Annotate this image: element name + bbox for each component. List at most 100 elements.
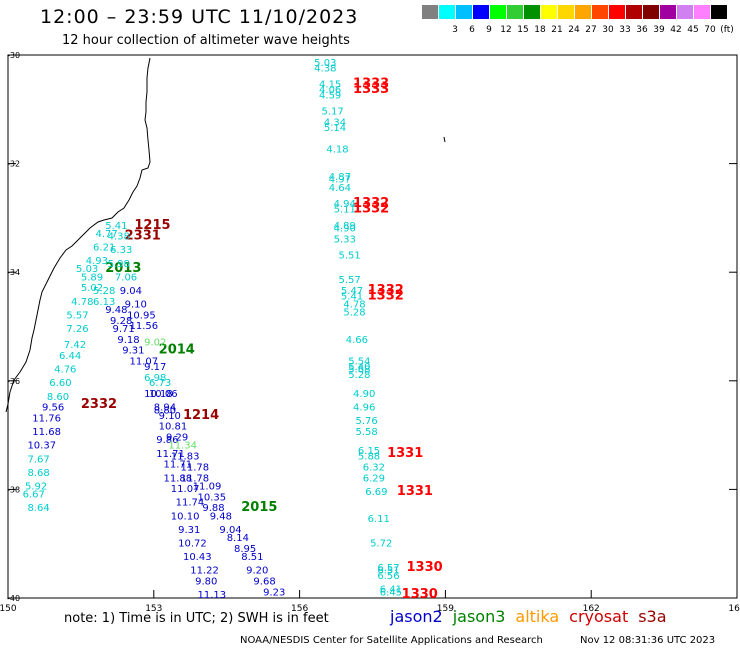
swh-value: 5.88 — [358, 452, 380, 463]
swh-value: 5.28 — [93, 286, 115, 297]
swh-value: 9.17 — [144, 362, 166, 373]
scale-label: 70 — [704, 25, 716, 35]
scale-swatch — [711, 5, 727, 19]
swh-value: 9.80 — [195, 576, 217, 587]
swh-value: 9.31 — [122, 346, 144, 357]
swh-value: 5.03 — [76, 264, 98, 275]
swh-value: 10.10 — [171, 511, 200, 522]
swh-value: 9.20 — [246, 566, 268, 577]
scale-swatch — [660, 5, 676, 19]
pass-time-label: 2013 — [105, 261, 141, 276]
legend-jason2: jason2 — [390, 607, 443, 626]
swh-value: 9.04 — [120, 286, 142, 297]
swh-value: 11.22 — [190, 566, 219, 577]
swh-value: 4.78 — [343, 299, 365, 310]
swh-value: 4.87 — [329, 172, 351, 183]
swh-value: 6.45 — [380, 587, 402, 598]
lon-label: 159 — [437, 604, 454, 614]
swh-value: 5.51 — [338, 251, 360, 262]
scale-swatch — [592, 5, 608, 19]
scale-swatch — [422, 5, 438, 19]
swh-value: 11.13 — [198, 590, 227, 601]
swh-value: 5.57 — [66, 310, 88, 321]
swh-value: 6.57 — [377, 563, 399, 574]
pass-time-label: 1332 — [368, 288, 404, 303]
lon-label: 162 — [583, 604, 600, 614]
swh-value: 4.66 — [346, 335, 368, 346]
swh-value: 8.51 — [241, 552, 263, 563]
note-text: note: 1) Time is in UTC; 2) SWH is in fe… — [64, 611, 329, 626]
swh-value: 9.86 — [156, 435, 178, 446]
swh-value: 4.89 — [334, 221, 356, 232]
map-subtitle: 12 hour collection of altimeter wave hei… — [62, 33, 350, 48]
swh-value: 4.94 — [334, 199, 356, 210]
swh-value: 9.56 — [42, 403, 64, 414]
scale-label: 18 — [534, 25, 546, 35]
scale-label: 15 — [517, 25, 529, 35]
swh-value: 11.76 — [32, 414, 61, 425]
swh-value: 9.68 — [253, 576, 275, 587]
lat-label: -34 — [7, 268, 20, 277]
swh-value: 6.13 — [93, 297, 115, 308]
swh-value: 5.03 — [314, 58, 336, 69]
swh-value: 5.57 — [338, 275, 360, 286]
lon-label: 153 — [145, 604, 162, 614]
swh-value: 9.88 — [202, 503, 224, 514]
swh-value: 10.06 — [149, 389, 178, 400]
swh-value: 10.95 — [127, 310, 156, 321]
swh-value: 5.33 — [334, 234, 356, 245]
scale-swatch — [609, 5, 625, 19]
map-title: 12:00 – 23:59 UTC 11/10/2023 — [40, 6, 359, 28]
swh-value: 5.92 — [25, 481, 47, 492]
lon-label: 150 — [0, 604, 17, 614]
swh-value: 4.76 — [54, 365, 76, 376]
swh-value: 11.71 — [156, 449, 185, 460]
swh-value: 8.68 — [27, 468, 49, 479]
swh-value: 5.41 — [105, 221, 127, 232]
swh-value: 11.34 — [168, 441, 197, 452]
lon-label: 156 — [291, 604, 308, 614]
swh-value: 6.60 — [49, 378, 71, 389]
swh-value: 9.28 — [110, 316, 132, 327]
swh-value: 11.07 — [171, 484, 200, 495]
swh-value: 5.76 — [355, 416, 377, 427]
pass-time-label: 1332 — [353, 201, 389, 216]
swh-value: 9.18 — [117, 335, 139, 346]
swh-value: 4.34 — [324, 118, 346, 129]
legend-altika: altika — [515, 607, 560, 626]
scale-label: 6 — [469, 25, 475, 35]
swh-value: 5.89 — [81, 272, 103, 283]
lat-label: -32 — [7, 160, 20, 169]
swh-value: 4.90 — [334, 223, 356, 234]
swh-value: 9.10 — [159, 411, 181, 422]
swh-value: 11.74 — [176, 498, 205, 509]
swh-value: 9.71 — [112, 324, 134, 335]
swh-value: 5.02 — [81, 283, 103, 294]
swh-value: 6.67 — [23, 490, 45, 501]
swh-value: 11.68 — [32, 427, 61, 438]
swh-value: 4.06 — [319, 85, 341, 96]
swh-value: 6.51 — [377, 566, 399, 577]
pass-time-label: 1333 — [353, 82, 389, 97]
scale-swatch — [541, 5, 557, 19]
swh-value: 10.72 — [178, 538, 207, 549]
swh-value: 11.78 — [181, 473, 210, 484]
swh-value: 8.14 — [227, 533, 249, 544]
scale-swatch — [507, 5, 523, 19]
scale-label: 39 — [653, 25, 665, 35]
pass-time-label: 1332 — [353, 196, 389, 211]
swh-value: 4.93 — [86, 256, 108, 267]
pass-time-label: 2015 — [241, 500, 277, 515]
swh-value: 8.95 — [234, 544, 256, 555]
scale-label: 24 — [568, 25, 580, 35]
map-grid: -30-32-34-36-38-40150153156159162165 — [0, 51, 740, 614]
swh-value: 6.73 — [149, 378, 171, 389]
satellite-legend: jason2 jason3 altika cryosat s3a — [390, 607, 677, 626]
legend-s3a: s3a — [638, 607, 667, 626]
swh-value: 11.71 — [164, 460, 193, 471]
scale-swatch — [694, 5, 710, 19]
swh-value: 6.15 — [358, 446, 380, 457]
scale-label: 21 — [551, 25, 563, 35]
swh-value: 5.28 — [348, 370, 370, 381]
swh-value: 4.38 — [314, 63, 336, 74]
